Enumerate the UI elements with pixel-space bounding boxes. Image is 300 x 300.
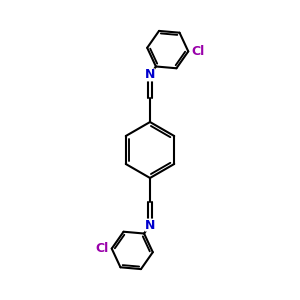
Text: Cl: Cl bbox=[192, 45, 205, 58]
Text: N: N bbox=[145, 68, 155, 81]
Text: Cl: Cl bbox=[95, 242, 108, 255]
Text: N: N bbox=[145, 219, 155, 232]
